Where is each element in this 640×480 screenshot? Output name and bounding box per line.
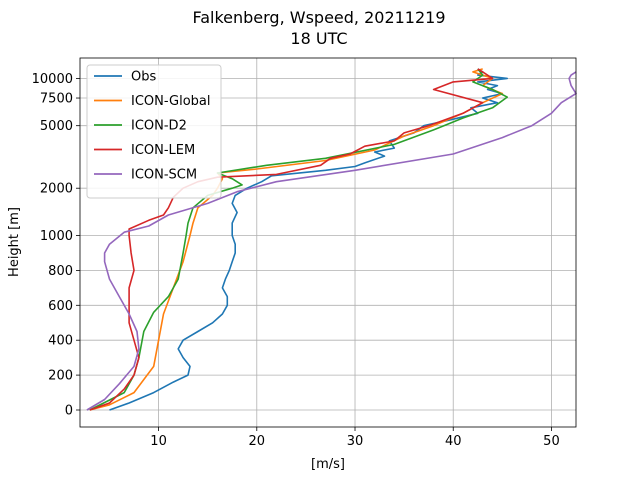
x-tick-label: 20: [249, 434, 266, 449]
legend: Obs ICON-Global ICON-D2 ICON-LEM ICON-SCM: [86, 64, 222, 199]
legend-label-icon-lem: ICON-LEM: [131, 143, 195, 158]
x-tick-label: 30: [347, 434, 364, 449]
y-tick-label: 2000: [40, 182, 73, 197]
y-tick-label: 1000: [40, 229, 73, 244]
chart-subtitle: 18 UTC: [290, 29, 347, 48]
axis-ticks: 10 20 30 40 50 0 200 400 600 800 1000 2000 5000 7500 1…: [32, 72, 560, 449]
legend-label-icon-d2: ICON-D2: [131, 119, 187, 134]
series-line-icon-d2: [89, 68, 509, 411]
plot-frame: [79, 57, 577, 428]
y-tick-label: 200: [48, 369, 73, 384]
y-tick-label: 400: [48, 334, 73, 349]
y-axis-label: Height [m]: [7, 207, 22, 277]
y-tick-label: 5000: [40, 119, 73, 134]
series-line-icon-global: [89, 68, 504, 411]
x-tick-label: 50: [543, 434, 560, 449]
series-line-obs: [109, 68, 509, 411]
legend-label-obs: Obs: [131, 70, 156, 85]
series-line-icon-scm: [86, 71, 577, 411]
x-tick-label: 10: [150, 434, 167, 449]
x-axis-label: [m/s]: [311, 457, 345, 472]
legend-label-icon-global: ICON-Global: [131, 94, 211, 109]
y-tick-label: 0: [65, 404, 73, 419]
y-tick-label: 800: [48, 264, 73, 279]
y-tick-label: 7500: [40, 92, 73, 107]
series-lines: [86, 68, 577, 411]
y-tick-label: 600: [48, 299, 73, 314]
legend-box: [86, 64, 222, 199]
y-tick-label: 10000: [32, 72, 73, 87]
legend-label-icon-scm: ICON-SCM: [131, 168, 197, 183]
x-tick-label: 40: [445, 434, 462, 449]
chart-title: Falkenberg, Wspeed, 20211219: [192, 8, 445, 27]
